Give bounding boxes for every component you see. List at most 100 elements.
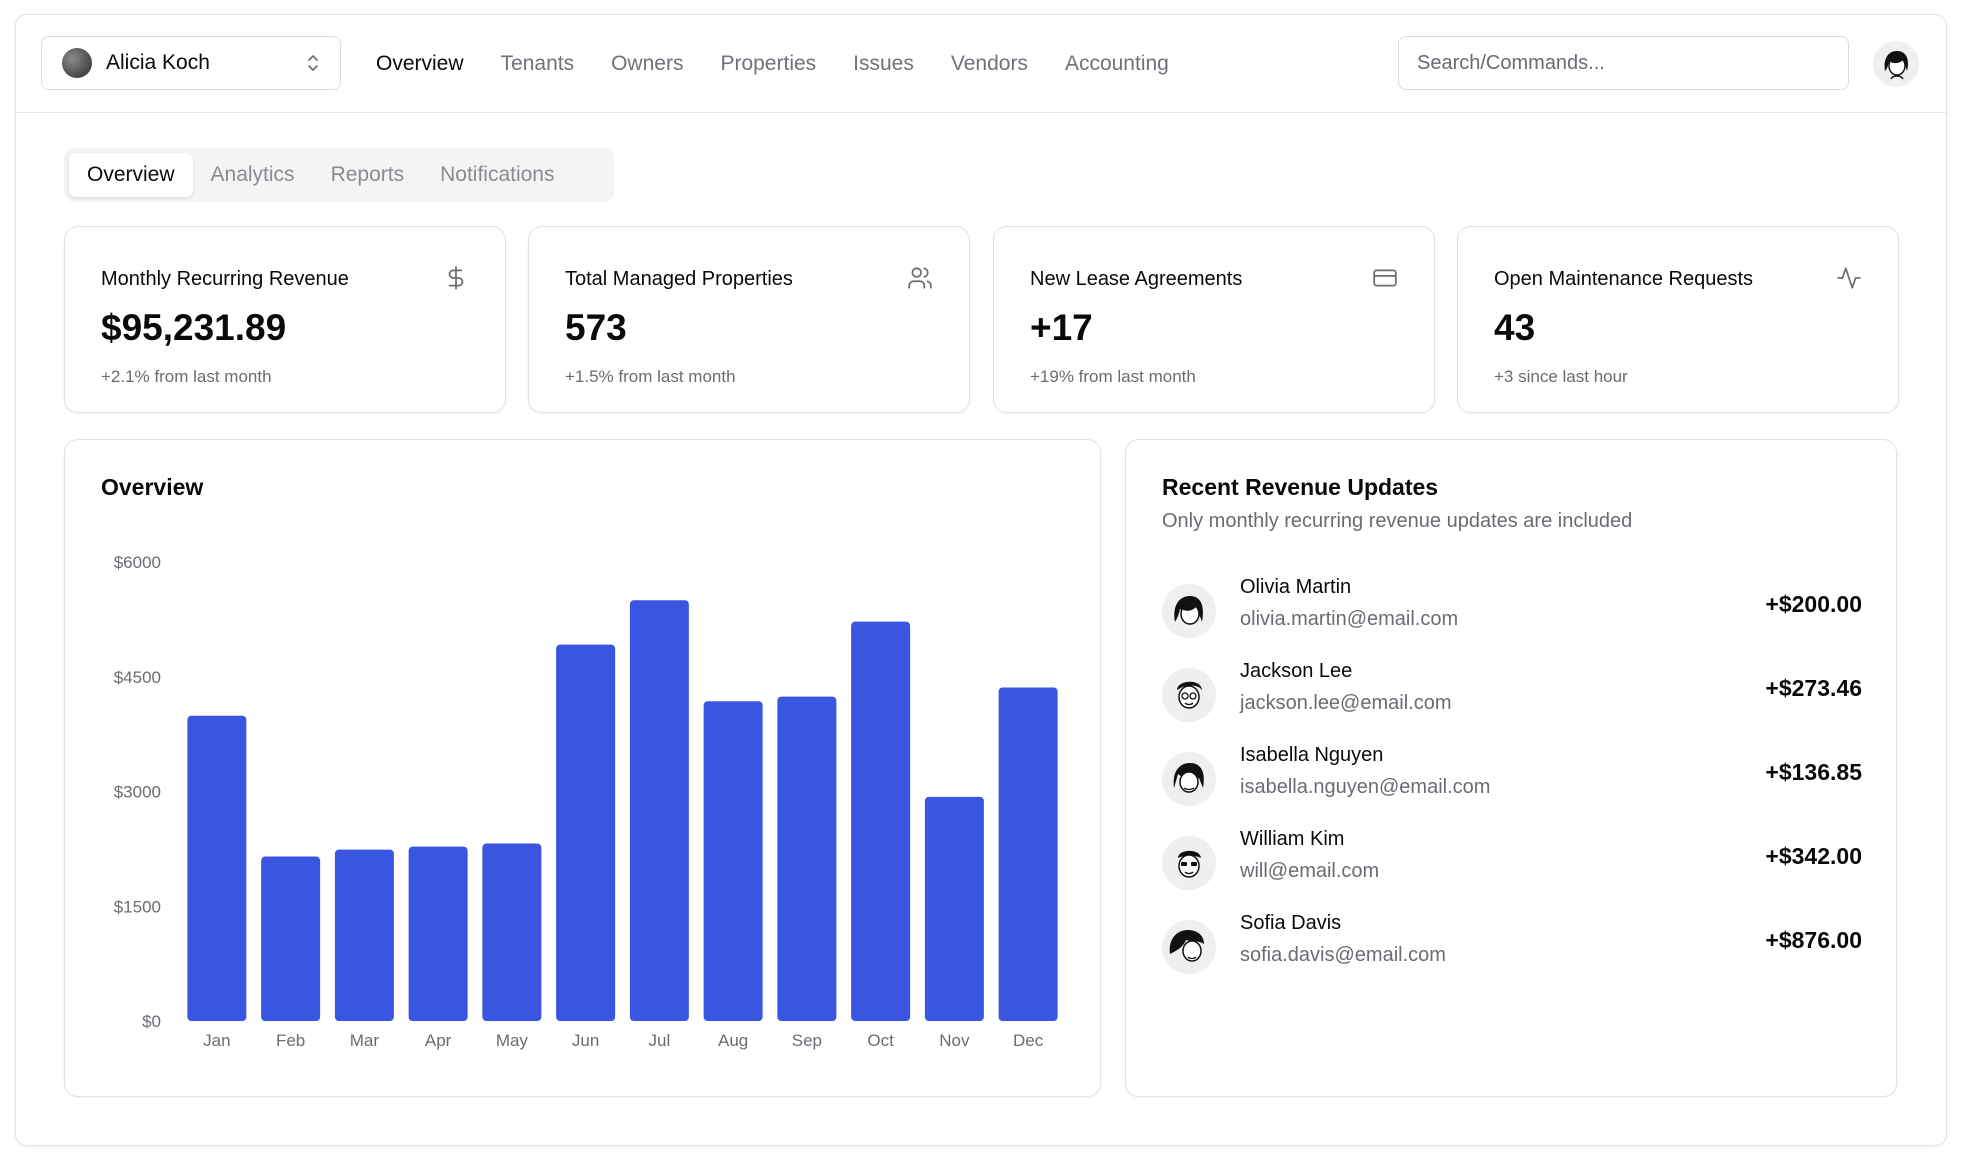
kpi-card-properties: Total Managed Properties 573 +1.5% from … — [528, 226, 970, 413]
sale-amount: +$136.85 — [1765, 759, 1862, 785]
list-item[interactable]: William Kim will@email.com +$342.00 — [1162, 828, 1862, 892]
sale-amount: +$273.46 — [1765, 675, 1862, 701]
bar-apr[interactable] — [408, 846, 468, 1021]
customer-name: Isabella Nguyen — [1240, 744, 1384, 766]
avatar — [1162, 752, 1216, 806]
team-avatar — [62, 48, 92, 78]
list-item[interactable]: Sofia Davis sofia.davis@email.com +$876.… — [1162, 912, 1862, 976]
recent-title: Recent Revenue Updates — [1162, 474, 1439, 500]
sale-amount: +$200.00 — [1765, 591, 1862, 617]
list-item[interactable]: Isabella Nguyen isabella.nguyen@email.co… — [1162, 744, 1862, 808]
nav-owners[interactable]: Owners — [611, 52, 684, 75]
customer-name: Jackson Lee — [1240, 660, 1353, 682]
overview-chart-card: Overview $6000 $4500 $3000 $1500 $0 Jan Feb Mar… — [64, 439, 1101, 1097]
sale-amount: +$876.00 — [1765, 927, 1862, 953]
chevrons-up-down-icon — [306, 53, 320, 73]
avatar — [1162, 584, 1216, 638]
kpi-change: +3 since last hour — [1494, 367, 1628, 386]
nav-issues[interactable]: Issues — [853, 52, 914, 75]
y-tick-label: $1500 — [114, 897, 161, 916]
bar-oct[interactable] — [851, 621, 911, 1021]
kpi-card-revenue: Monthly Recurring Revenue $95,231.89 +2.… — [64, 226, 506, 413]
activity-icon — [1836, 265, 1862, 291]
kpi-value: +17 — [1030, 307, 1093, 348]
nav-tenants[interactable]: Tenants — [500, 52, 575, 75]
x-tick-label: Nov — [939, 1031, 970, 1050]
x-tick-label: Oct — [867, 1031, 894, 1050]
bar-jan[interactable] — [187, 715, 247, 1021]
customer-email: isabella.nguyen@email.com — [1240, 776, 1491, 798]
sale-amount: +$342.00 — [1765, 843, 1862, 869]
customer-email: jackson.lee@email.com — [1240, 692, 1452, 714]
users-icon — [907, 265, 933, 291]
x-tick-label: Jul — [649, 1031, 671, 1050]
team-name: Alicia Koch — [106, 51, 210, 74]
y-tick-label: $3000 — [114, 783, 161, 802]
tab-overview[interactable]: Overview — [69, 153, 193, 197]
x-tick-label: Mar — [350, 1031, 380, 1050]
x-tick-label: Apr — [425, 1031, 452, 1050]
list-item[interactable]: Olivia Martin olivia.martin@email.com +$… — [1162, 576, 1862, 640]
x-tick-label: Jan — [203, 1031, 230, 1050]
kpi-change: +1.5% from last month — [565, 367, 736, 386]
tab-reports[interactable]: Reports — [330, 163, 405, 186]
customer-name: Sofia Davis — [1240, 912, 1342, 934]
tab-notifications[interactable]: Notifications — [440, 163, 555, 186]
x-tick-label: Jun — [572, 1031, 599, 1050]
y-tick-label: $0 — [142, 1012, 161, 1031]
recent-description: Only monthly recurring revenue updates a… — [1162, 510, 1633, 532]
kpi-change: +2.1% from last month — [101, 367, 272, 386]
main-nav: Overview Tenants Owners Properties Issue… — [376, 15, 1206, 113]
avatar — [1162, 920, 1216, 974]
avatar — [1162, 836, 1216, 890]
nav-accounting[interactable]: Accounting — [1064, 52, 1169, 75]
bar-nov[interactable] — [924, 796, 984, 1021]
kpi-card-leases: New Lease Agreements +17 +19% from last … — [993, 226, 1435, 413]
customer-name: Olivia Martin — [1240, 576, 1352, 598]
x-tick-label: Feb — [276, 1031, 305, 1050]
section-tabs: Overview Analytics Reports Notifications — [64, 148, 614, 202]
kpi-card-maintenance: Open Maintenance Requests 43 +3 since la… — [1457, 226, 1899, 413]
kpi-title: Total Managed Properties — [565, 268, 793, 290]
customer-email: will@email.com — [1240, 860, 1380, 882]
kpi-value: $95,231.89 — [101, 307, 287, 348]
recent-revenue-card: Recent Revenue Updates Only monthly recu… — [1125, 439, 1897, 1097]
y-tick-label: $6000 — [114, 553, 161, 572]
credit-card-icon — [1372, 265, 1398, 291]
x-tick-label: Sep — [792, 1031, 822, 1050]
nav-vendors[interactable]: Vendors — [950, 52, 1028, 75]
customer-email: olivia.martin@email.com — [1240, 608, 1459, 630]
kpi-title: New Lease Agreements — [1030, 268, 1243, 290]
bar-jul[interactable] — [629, 600, 689, 1021]
kpi-value: 43 — [1494, 307, 1536, 348]
bar-dec[interactable] — [998, 687, 1058, 1021]
bar-jun[interactable] — [556, 644, 616, 1021]
avatar — [1162, 668, 1216, 722]
bar-mar[interactable] — [334, 849, 394, 1021]
team-switcher[interactable]: Alicia Koch — [41, 36, 341, 90]
customer-name: William Kim — [1240, 828, 1345, 850]
kpi-value: 573 — [565, 307, 627, 348]
y-tick-label: $4500 — [114, 668, 161, 687]
bar-sep[interactable] — [777, 696, 837, 1021]
top-bar: Alicia Koch Overview Tenants Owners Prop… — [16, 15, 1946, 113]
bar-feb[interactable] — [261, 856, 321, 1021]
list-item[interactable]: Jackson Lee jackson.lee@email.com +$273.… — [1162, 660, 1862, 724]
tab-analytics[interactable]: Analytics — [210, 163, 295, 186]
nav-overview[interactable]: Overview — [376, 52, 464, 75]
bar-may[interactable] — [482, 843, 542, 1021]
chart-title: Overview — [101, 474, 204, 500]
nav-properties[interactable]: Properties — [720, 52, 817, 75]
customer-email: sofia.davis@email.com — [1240, 944, 1446, 966]
x-tick-label: Dec — [1013, 1031, 1044, 1050]
kpi-title: Open Maintenance Requests — [1494, 268, 1754, 290]
bar-aug[interactable] — [703, 701, 763, 1021]
user-avatar[interactable] — [1873, 41, 1919, 87]
app-window: Alicia Koch Overview Tenants Owners Prop… — [15, 14, 1947, 1146]
x-tick-label: Aug — [718, 1031, 748, 1050]
search-input[interactable] — [1398, 36, 1849, 90]
kpi-title: Monthly Recurring Revenue — [101, 268, 349, 290]
dollar-icon — [443, 265, 469, 291]
x-tick-label: May — [496, 1031, 529, 1050]
bar-chart: $6000 $4500 $3000 $1500 $0 Jan Feb Mar Apr May Jun… — [114, 553, 1058, 1050]
